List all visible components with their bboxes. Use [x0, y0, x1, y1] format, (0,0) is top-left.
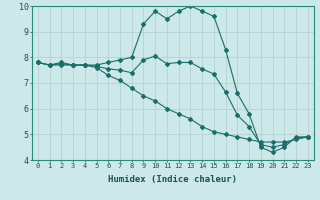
X-axis label: Humidex (Indice chaleur): Humidex (Indice chaleur) [108, 175, 237, 184]
